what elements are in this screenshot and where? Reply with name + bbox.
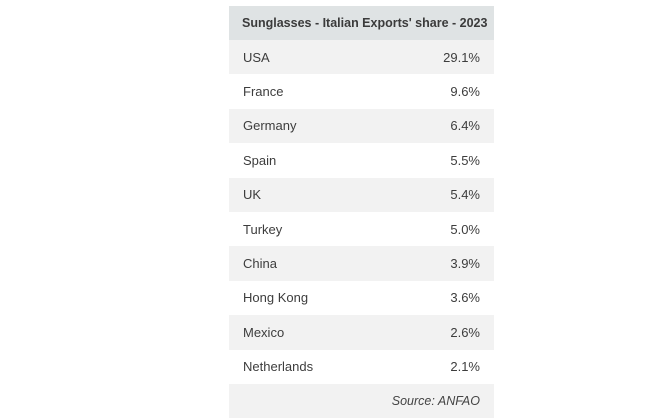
share-cell: 5.0% [450, 221, 480, 237]
country-cell: France [243, 84, 284, 100]
share-cell: 5.4% [450, 187, 480, 203]
table-row: Turkey 5.0% [229, 211, 494, 247]
table-row: UK 5.4% [229, 177, 494, 212]
table-row: Germany 6.4% [229, 108, 494, 144]
share-cell: 6.4% [450, 118, 480, 134]
table-row: China 3.9% [229, 246, 494, 281]
table-body: USA 29.1% France 9.6% Germany 6.4% Spain 5.5% UK… [229, 40, 494, 384]
country-cell: China [243, 256, 277, 272]
table-row: USA 29.1% [229, 40, 494, 75]
country-cell: USA [243, 49, 270, 65]
country-cell: Mexico [243, 324, 285, 340]
country-cell: UK [243, 187, 262, 203]
table-row: France 9.6% [229, 74, 494, 109]
share-cell: 3.9% [450, 256, 480, 272]
source-note: Source: ANFAO [229, 383, 494, 418]
table-row: Hong Kong 3.6% [229, 280, 494, 316]
share-cell: 2.6% [450, 324, 480, 340]
table-title: Sunglasses - Italian Exports' share - 20… [229, 6, 494, 40]
share-cell: 29.1% [443, 49, 480, 65]
exports-share-table: Sunglasses - Italian Exports' share - 20… [229, 6, 494, 418]
share-cell: 9.6% [450, 84, 480, 100]
country-cell: Hong Kong [243, 290, 309, 306]
share-cell: 2.1% [450, 359, 480, 375]
country-cell: Germany [243, 118, 297, 134]
country-cell: Spain [243, 152, 277, 168]
country-cell: Netherlands [243, 359, 314, 375]
table-row: Spain 5.5% [229, 143, 494, 178]
table-row: Netherlands 2.1% [229, 349, 494, 384]
share-cell: 5.5% [450, 152, 480, 168]
table-row: Mexico 2.6% [229, 315, 494, 350]
country-cell: Turkey [243, 221, 283, 237]
share-cell: 3.6% [450, 290, 480, 306]
